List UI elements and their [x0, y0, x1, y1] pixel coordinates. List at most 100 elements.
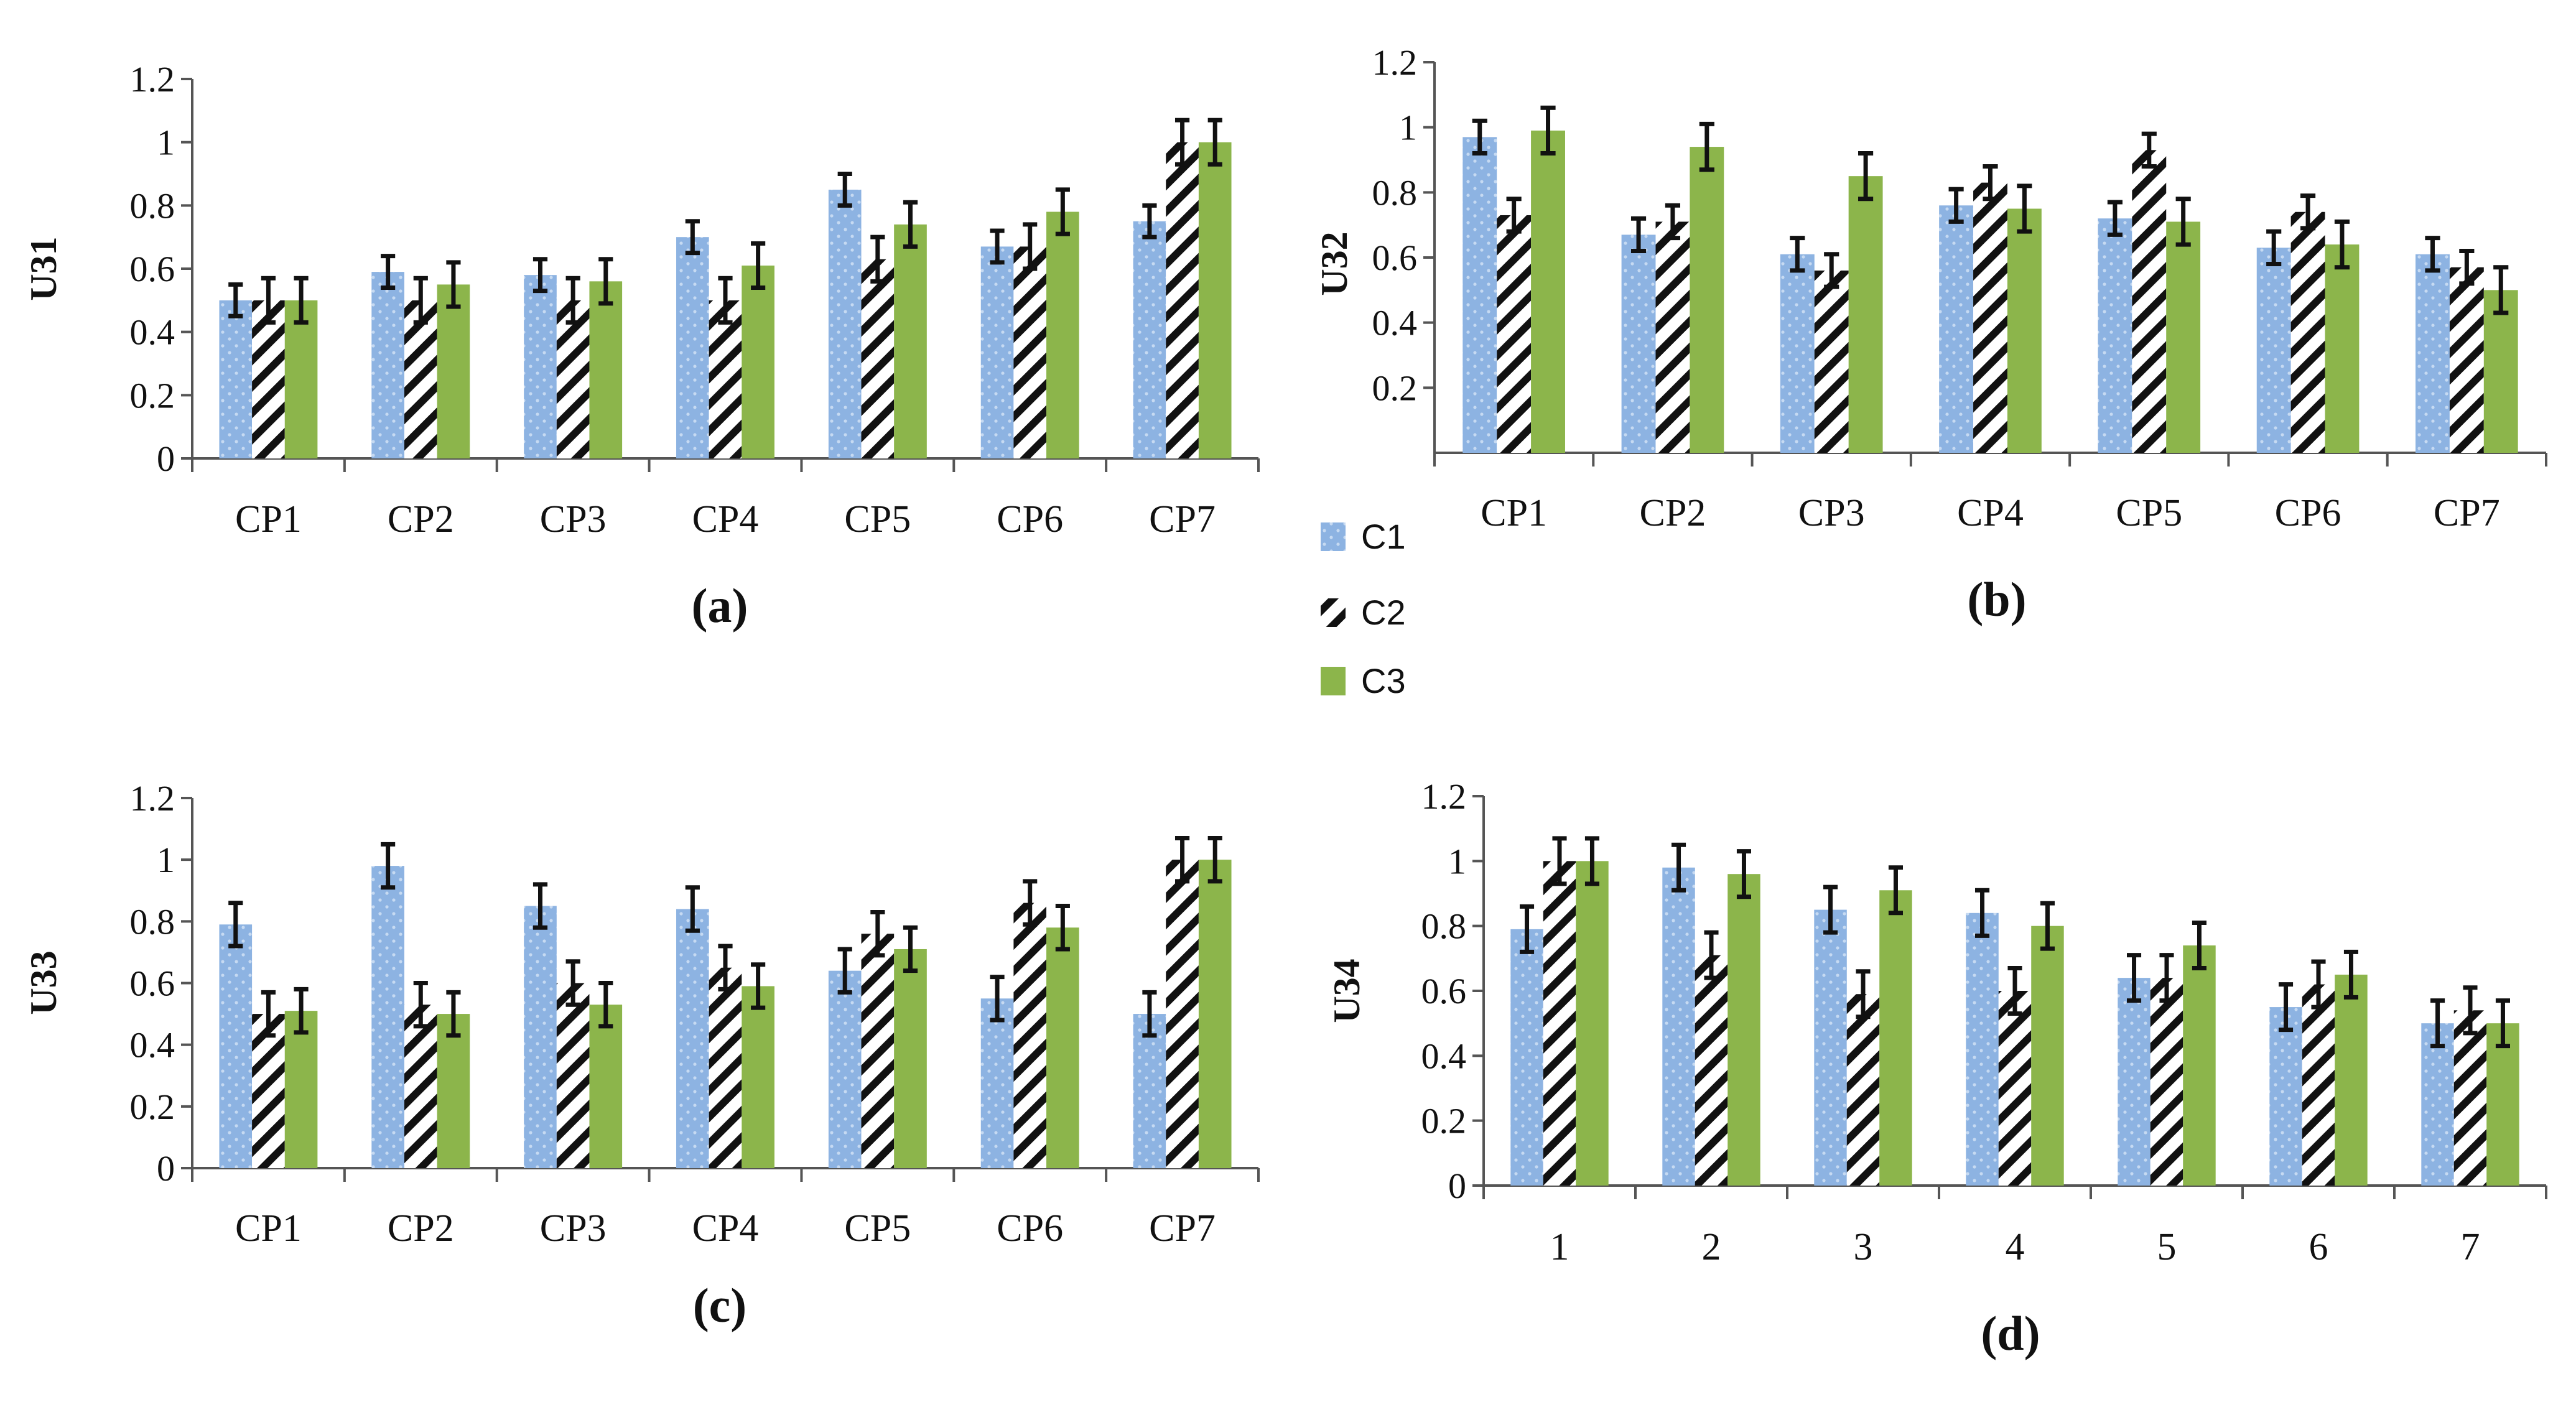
bar-c3 [437, 284, 470, 458]
legend-swatch-c3 [1321, 667, 1346, 695]
y-tick-label: 0.6 [1372, 238, 1418, 278]
y-tick-label: 1 [1399, 108, 1417, 148]
bar-c1 [980, 246, 1014, 458]
x-tick-label: CP6 [997, 498, 1063, 541]
x-tick-label: CP5 [2116, 492, 2182, 534]
error-bar-c3 [1540, 105, 1556, 156]
x-tick-label: 1 [1550, 1226, 1569, 1268]
y-tick-label: 1.2 [1421, 776, 1467, 817]
error-bar-c1 [2127, 953, 2142, 1003]
bar-c1 [524, 906, 557, 1168]
legend-label-c1: C1 [1361, 517, 1406, 556]
error-bar-c2 [1704, 930, 1719, 980]
bar-c3 [742, 986, 774, 1168]
panel-caption: (b) [1967, 572, 2026, 626]
bar-c2 [1166, 142, 1199, 458]
error-bar-c3 [598, 981, 613, 1029]
error-bar-c3 [1736, 849, 1751, 899]
error-bar-c1 [2430, 998, 2445, 1049]
y-tick-label: 1 [157, 123, 175, 163]
x-tick-label: 3 [1854, 1226, 1873, 1268]
bar-c2 [556, 983, 590, 1168]
error-bar-c2 [1983, 164, 1998, 202]
bar-c2 [1655, 221, 1690, 453]
bar-c3 [1576, 861, 1609, 1186]
error-bar-c3 [2334, 219, 2350, 270]
error-bar-c2 [1174, 835, 1190, 884]
x-tick-label: CP1 [235, 1207, 302, 1250]
bar-c2 [2132, 150, 2167, 453]
bar-c1 [219, 924, 253, 1168]
bar-c2 [2150, 978, 2183, 1186]
y-tick-label: 0.8 [1421, 906, 1467, 947]
x-tick-label: 6 [2309, 1226, 2328, 1268]
x-tick-label: 7 [2461, 1226, 2480, 1268]
bar-c3 [894, 224, 927, 458]
legend-entry-c3: C3 [1321, 661, 1406, 700]
bar-c1 [371, 272, 404, 458]
error-bar-c3 [2495, 998, 2510, 1049]
bar-c2 [2449, 267, 2484, 453]
bar-c1 [1510, 929, 1543, 1186]
error-bar-c3 [1888, 865, 1903, 916]
chart-panel-b: 0.2 0.4 0.6 0.8 1 1.2 CP1 CP2 CP3 CP4 CP5 CP6 CP7 U32… [1314, 42, 2547, 626]
error-bar-c2 [2463, 985, 2478, 1036]
panel-caption: (a) [692, 578, 748, 633]
error-bar-c1 [1672, 842, 1686, 893]
bar-c3 [2335, 974, 2368, 1186]
x-tick-label: CP6 [2275, 492, 2341, 534]
x-tick-label: CP4 [692, 498, 759, 541]
error-bar-c3 [903, 925, 918, 973]
x-tick-label: 4 [2006, 1226, 2025, 1268]
bar-c1 [828, 189, 862, 458]
bar-c3 [589, 281, 623, 458]
error-bar-c1 [2425, 236, 2440, 273]
y-axis-label: U32 [1314, 231, 1355, 295]
y-axis-label: U33 [23, 950, 64, 1014]
y-tick-label: 0.4 [1372, 303, 1418, 343]
y-tick-label: 1.2 [130, 59, 175, 100]
error-bar-c3 [294, 276, 309, 325]
bar-c2 [2453, 1010, 2487, 1186]
legend: C1 C2 C3 [1321, 517, 1406, 700]
bar-c1 [1133, 221, 1166, 458]
error-bar-c1 [1790, 236, 1805, 273]
legend-swatch-c2 [1321, 598, 1346, 627]
bar-c1 [2269, 1007, 2302, 1186]
error-bar-c3 [1207, 835, 1222, 884]
error-bar-c1 [228, 282, 243, 318]
error-bar-c1 [1142, 203, 1157, 239]
y-axis-label: U34 [1326, 959, 1367, 1023]
y-tick-label: 0 [157, 439, 175, 479]
error-bar-c2 [1824, 252, 1839, 289]
error-bar-c3 [1699, 121, 1714, 172]
bar-c1 [1966, 912, 1999, 1186]
bar-c3 [894, 949, 927, 1168]
bar-c3 [2166, 221, 2201, 453]
error-bar-c1 [1975, 888, 1990, 938]
bar-c3 [589, 1005, 623, 1168]
error-bar-c2 [2459, 249, 2475, 286]
y-tick-label: 0.2 [1421, 1101, 1467, 1141]
error-bar-c1 [1948, 187, 1964, 224]
bar-c3 [1690, 147, 1724, 453]
bar-c1 [524, 275, 557, 458]
bar-c2 [404, 300, 437, 458]
bar-c1 [1780, 254, 1815, 453]
error-bar-c2 [413, 981, 428, 1029]
error-bar-c2 [1023, 879, 1038, 927]
error-bar-c3 [1055, 187, 1070, 236]
y-tick-label: 0.8 [130, 901, 175, 942]
bar-c3 [1198, 860, 1232, 1168]
x-tick-label: CP3 [540, 1207, 607, 1250]
chart-panel-c: 0 0.2 0.4 0.6 0.8 1 1.2 CP1 CP2 CP3 CP4 CP5 CP6 CP7 U3… [23, 778, 1260, 1332]
error-bar-c1 [532, 882, 548, 930]
error-bar-c2 [718, 944, 733, 991]
panel-caption: (d) [1981, 1306, 2040, 1360]
bar-c1 [1814, 909, 1847, 1186]
bar-c2 [2290, 211, 2325, 453]
bar-c2 [861, 259, 895, 458]
bar-c1 [2416, 254, 2450, 453]
error-bar-c3 [446, 260, 461, 309]
